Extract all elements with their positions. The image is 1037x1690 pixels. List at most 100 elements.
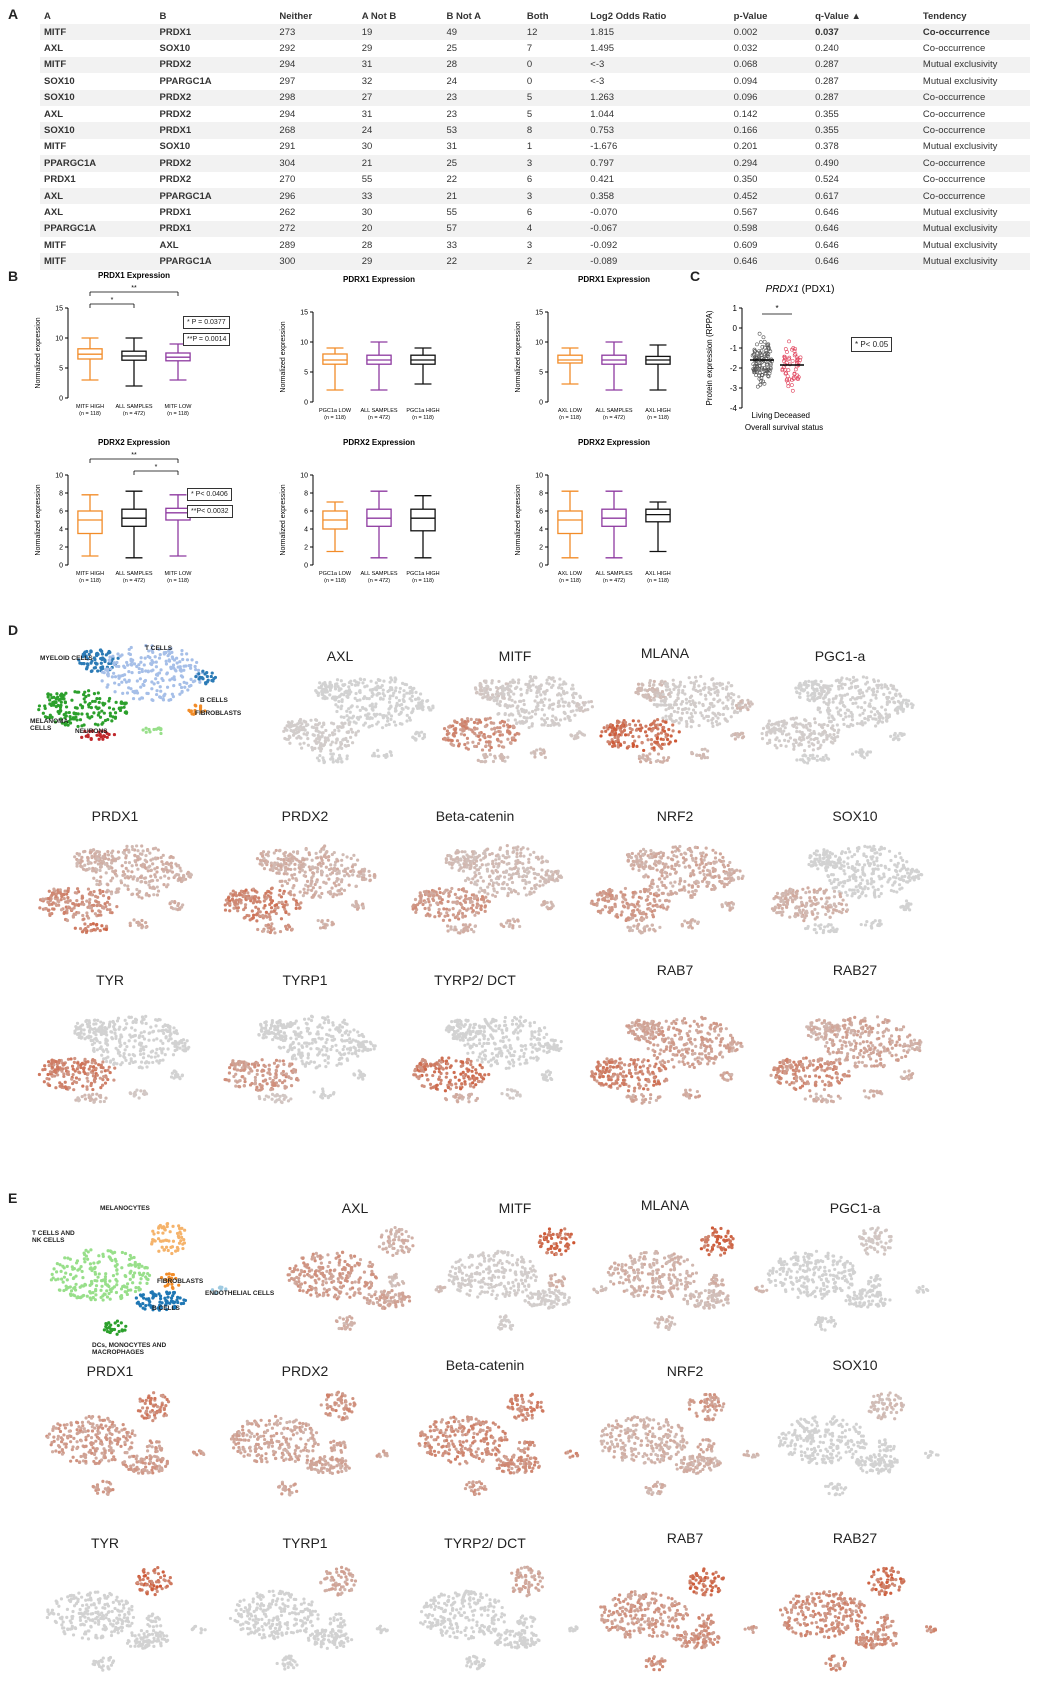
table-cell: 0.646 — [811, 220, 919, 238]
table-row: MITF SOX10 291 30 31 1 -1.676 0.201 0.378 Mutual … — [40, 139, 1030, 155]
table-cell: 24 — [446, 75, 458, 87]
table-cell: Mutual exclusivity — [918, 220, 1030, 238]
table-cell: Co-occurrence — [918, 187, 1030, 205]
table-cell: 297 — [279, 75, 296, 87]
table-cell: 294 — [275, 56, 358, 74]
table-cell: 0.355 — [815, 108, 839, 120]
table-cell: 28 — [442, 56, 523, 74]
table-header-4[interactable]: B Not A — [446, 10, 481, 22]
x-tick-label: AXL LOW — [558, 408, 583, 414]
y-tick-label: 15 — [55, 306, 63, 313]
x-tick-n: (n = 118) — [412, 578, 434, 584]
y-tick-label: 0 — [539, 563, 543, 570]
table-cell: MITF — [40, 24, 156, 41]
tsne-d-beta-catenin — [411, 844, 564, 935]
co-occurrence-table: A B Neither A Not B B Not A Both Log2 Odds Rat… — [40, 8, 1030, 270]
y-tick-label: 5 — [59, 366, 63, 373]
table-cell: 0 — [522, 56, 587, 74]
y-tick-label: 0 — [304, 563, 308, 570]
x-tick-label: MITF LOW — [165, 404, 193, 410]
table-row: MITF PRDX2 294 31 28 0 <-3 0.068 0.287 Mutual exc… — [40, 56, 1030, 74]
y-tick-label: 4 — [539, 527, 543, 534]
table-cell: 300 — [275, 253, 358, 270]
table-header-7[interactable]: p-Value — [733, 10, 768, 22]
x-axis-label: Overall survival status — [745, 423, 823, 432]
table-cell: 0.287 — [811, 56, 919, 74]
table-header-8[interactable]: q-Value ▲ — [815, 10, 861, 22]
table-cell: Mutual exclusivity — [922, 75, 998, 87]
table-cell: 7 — [526, 43, 533, 55]
x-tick-n: (n = 118) — [79, 578, 101, 584]
x-tick-n: (n = 472) — [368, 415, 390, 421]
box-0 — [557, 490, 583, 559]
cluster-label: T CELLS AND NK CELLS — [32, 1230, 75, 1245]
box-plot-0: PRDX1 Expression Normalized expression 0 5 1… — [35, 271, 193, 417]
x-tick-n: (n = 472) — [603, 578, 625, 584]
table-cell: Mutual exclusivity — [922, 206, 998, 218]
x-tick-label: PGC1a LOW — [319, 408, 352, 414]
table-cell: Mutual exclusivity — [918, 253, 1030, 270]
table-header-6[interactable]: Log2 Odds Ratio — [590, 10, 667, 22]
panel-d-label: D — [8, 622, 19, 638]
tsne-title: TYRP2/ DCT — [434, 972, 516, 988]
table-cell: 0.646 — [815, 239, 839, 251]
significance-bracket: * — [762, 304, 792, 315]
tsne-d-pgc1-a — [760, 675, 915, 765]
table-cell: 6 — [526, 174, 533, 186]
x-tick-n: (n = 472) — [123, 411, 145, 417]
svg-text:**: ** — [131, 452, 137, 459]
table-cell: 27 — [357, 89, 443, 106]
table-cell: 29 — [361, 43, 373, 55]
y-tick-label: 10 — [55, 336, 63, 343]
table-cell: Mutual exclusivity — [922, 239, 998, 251]
table-row: PPARGC1A PRDX1 272 20 57 4 -0.067 0.598 0.646 Mut… — [40, 220, 1030, 238]
table-body: MITF PRDX1 273 19 49 12 1.815 0.002 0.037 Co-occu… — [40, 24, 1030, 270]
table-header-3[interactable]: A Not B — [361, 10, 397, 22]
table-cell: 292 — [279, 43, 296, 55]
table-cell: 0.490 — [811, 155, 919, 172]
significance-bracket: * — [133, 464, 179, 475]
table-cell: -1.676 — [590, 141, 618, 153]
box-1 — [601, 341, 627, 391]
box-2 — [165, 494, 191, 557]
chart-title: PDRX2 Expression — [343, 438, 415, 447]
box-2 — [410, 495, 436, 559]
tsne-title: TYRP1 — [282, 972, 328, 988]
y-tick-label: 10 — [535, 473, 543, 480]
x-tick-n: (n = 472) — [368, 578, 390, 584]
table-header-0[interactable]: A — [44, 10, 51, 22]
table-header-2[interactable]: Neither — [279, 10, 313, 22]
table-cell: 29 — [357, 253, 443, 270]
y-axis-label: Normalized expression — [35, 317, 42, 388]
tsne-d-tyr — [37, 1014, 191, 1104]
y-tick-label: 6 — [539, 509, 543, 516]
table-cell: 21 — [442, 187, 523, 205]
table-cell: -0.070 — [590, 206, 618, 218]
table-cell: MITF — [40, 56, 156, 74]
table-cell: 0.287 — [815, 75, 839, 87]
table-cell: SOX10 — [40, 89, 156, 106]
cluster-label: FIBROBLASTS — [195, 710, 242, 717]
tsne-title: MLANA — [640, 645, 690, 661]
table-cell: 57 — [442, 220, 523, 238]
table-cell: 0.287 — [811, 89, 919, 106]
table-header-9[interactable]: Tendency — [922, 10, 967, 22]
table-cell: 20 — [357, 220, 443, 238]
x-tick-n: (n = 118) — [79, 411, 101, 417]
x-tick-n: (n = 118) — [647, 415, 669, 421]
table-cell: 25 — [442, 155, 523, 172]
table-cell: 0.032 — [733, 43, 758, 55]
y-tick-label: 0 — [59, 563, 63, 570]
table-cell: 49 — [442, 24, 523, 41]
table-header-1[interactable]: B — [159, 10, 167, 22]
table-cell: SOX10 — [159, 141, 191, 153]
x-tick-n: (n = 472) — [603, 415, 625, 421]
scatter-group-living — [750, 331, 774, 389]
table-cell: 1.044 — [590, 108, 615, 120]
panel-c-label: C — [690, 268, 701, 284]
table-cell: SOX10 — [44, 75, 75, 87]
box-0 — [322, 347, 348, 391]
table-header-5[interactable]: Both — [526, 10, 549, 22]
table-cell: -0.092 — [590, 239, 618, 251]
scatter-plot-prdx1: PRDX1 (PDX1) 1 0 -1 -2 -3 -4 Protein expression… — [705, 284, 834, 432]
